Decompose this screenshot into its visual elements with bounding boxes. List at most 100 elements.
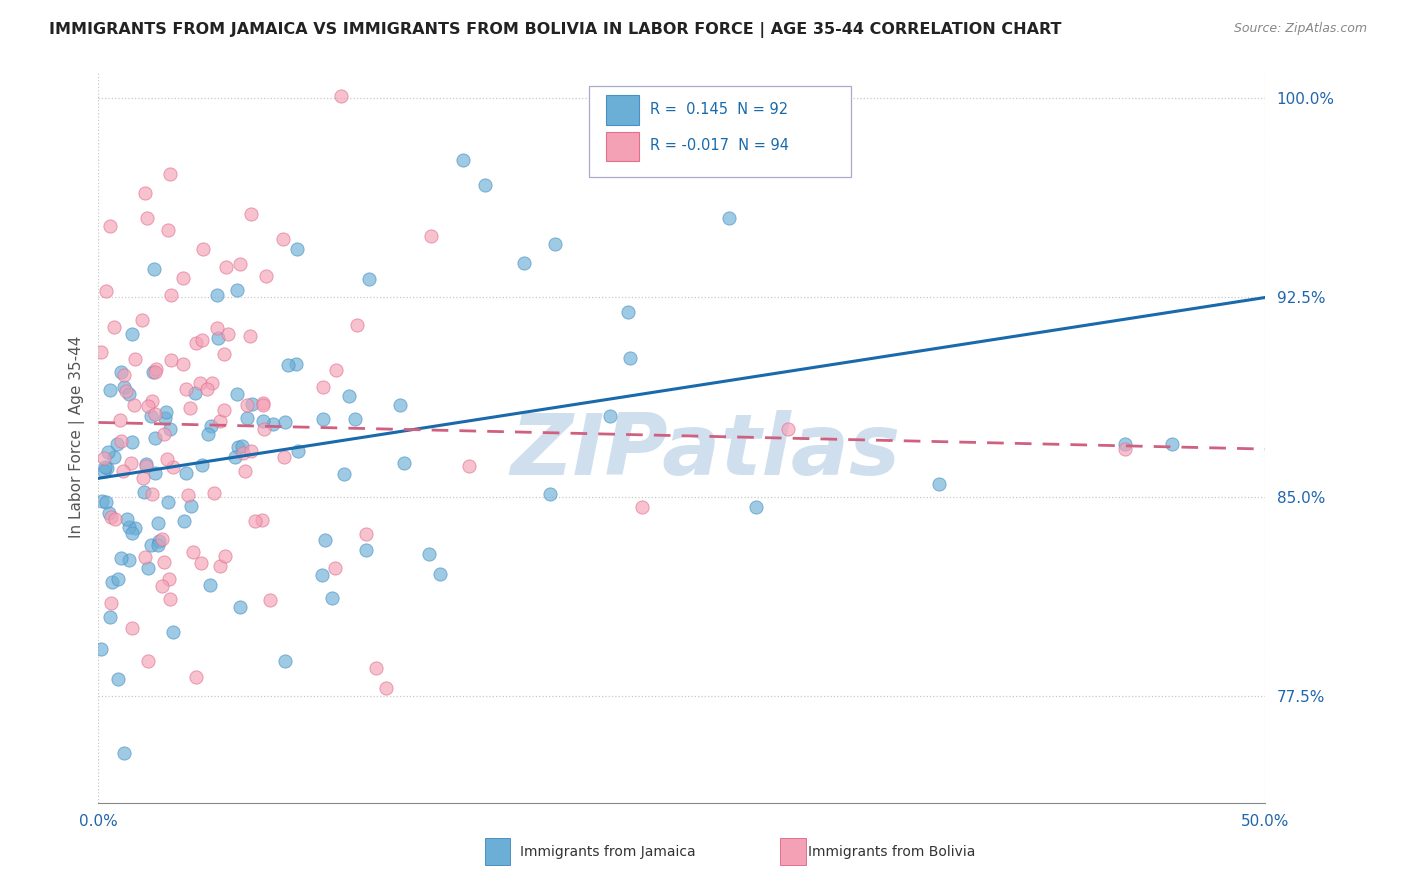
Point bbox=[191, 333, 214, 347]
Point bbox=[1114, 436, 1136, 450]
Point bbox=[513, 256, 536, 270]
Point bbox=[197, 426, 219, 441]
Point bbox=[745, 500, 768, 515]
Text: Source: ZipAtlas.com: Source: ZipAtlas.com bbox=[1233, 22, 1367, 36]
Point bbox=[143, 431, 166, 445]
Point bbox=[226, 284, 249, 298]
Point bbox=[253, 422, 276, 436]
Point bbox=[285, 242, 308, 256]
Point bbox=[242, 397, 264, 411]
Point bbox=[190, 557, 212, 571]
Point bbox=[181, 545, 204, 559]
Point bbox=[337, 389, 360, 403]
Point bbox=[173, 514, 195, 528]
Point bbox=[172, 270, 194, 285]
Point bbox=[271, 232, 294, 246]
Point bbox=[105, 437, 128, 451]
Point bbox=[928, 476, 950, 491]
Point bbox=[343, 412, 366, 426]
Point bbox=[143, 467, 166, 481]
Point bbox=[146, 516, 169, 530]
Point bbox=[120, 456, 142, 470]
Point bbox=[420, 228, 443, 243]
Point bbox=[110, 434, 132, 449]
Point bbox=[312, 379, 335, 393]
Point bbox=[159, 287, 181, 301]
Point bbox=[93, 464, 115, 478]
Text: R =  0.145  N = 92: R = 0.145 N = 92 bbox=[651, 102, 789, 117]
Point bbox=[135, 458, 157, 473]
Point bbox=[148, 534, 170, 549]
Point bbox=[617, 305, 640, 319]
Point bbox=[135, 457, 157, 471]
Point bbox=[150, 532, 173, 546]
Point bbox=[239, 329, 262, 343]
Point bbox=[121, 326, 143, 341]
Point bbox=[240, 443, 263, 458]
Point bbox=[321, 591, 343, 605]
Point bbox=[143, 407, 166, 421]
Point bbox=[152, 426, 174, 441]
Point bbox=[162, 624, 184, 639]
Point bbox=[180, 499, 202, 513]
Point bbox=[429, 567, 451, 582]
Point bbox=[451, 153, 474, 167]
FancyBboxPatch shape bbox=[589, 86, 851, 178]
Point bbox=[131, 313, 153, 327]
Point bbox=[90, 642, 112, 657]
Point bbox=[103, 320, 125, 334]
Point bbox=[359, 272, 381, 286]
Point bbox=[392, 456, 415, 470]
Point bbox=[94, 459, 117, 474]
Point bbox=[150, 579, 173, 593]
Point bbox=[205, 321, 228, 335]
Point bbox=[235, 398, 257, 412]
Point bbox=[156, 495, 179, 509]
Point bbox=[136, 400, 159, 414]
Point bbox=[631, 500, 654, 514]
Point bbox=[141, 393, 163, 408]
Point bbox=[259, 593, 281, 607]
Point bbox=[160, 353, 183, 368]
Point bbox=[202, 486, 225, 500]
Point bbox=[118, 552, 141, 566]
Point bbox=[107, 572, 129, 586]
Point bbox=[93, 450, 115, 465]
Point bbox=[100, 596, 122, 610]
Point bbox=[354, 526, 377, 541]
Point bbox=[191, 242, 214, 256]
Point bbox=[252, 398, 274, 412]
Text: R = -0.017  N = 94: R = -0.017 N = 94 bbox=[651, 138, 789, 153]
Point bbox=[142, 365, 165, 379]
Point bbox=[96, 460, 118, 475]
Point bbox=[273, 415, 295, 429]
Point bbox=[159, 422, 181, 436]
Point bbox=[132, 471, 155, 485]
Point bbox=[418, 547, 440, 561]
Point bbox=[225, 387, 247, 401]
Point bbox=[215, 260, 238, 274]
Point bbox=[132, 484, 155, 499]
Point bbox=[90, 344, 112, 359]
Point bbox=[103, 450, 125, 465]
Point bbox=[90, 494, 112, 508]
Point bbox=[285, 358, 308, 372]
Point bbox=[595, 161, 617, 175]
Point bbox=[366, 661, 388, 675]
Point bbox=[277, 358, 299, 372]
Text: IMMIGRANTS FROM JAMAICA VS IMMIGRANTS FROM BOLIVIA IN LABOR FORCE | AGE 35-44 CO: IMMIGRANTS FROM JAMAICA VS IMMIGRANTS FR… bbox=[49, 22, 1062, 38]
Point bbox=[138, 654, 160, 668]
Point bbox=[544, 236, 567, 251]
Point bbox=[374, 681, 396, 695]
Point bbox=[717, 211, 740, 225]
Point bbox=[107, 673, 129, 687]
Point bbox=[112, 368, 135, 382]
Point bbox=[184, 335, 207, 350]
Text: Immigrants from Jamaica: Immigrants from Jamaica bbox=[520, 845, 696, 859]
Point bbox=[110, 365, 132, 379]
Point bbox=[235, 411, 257, 425]
Point bbox=[457, 459, 479, 474]
Point bbox=[143, 365, 166, 379]
Point bbox=[312, 412, 335, 426]
Point bbox=[325, 362, 347, 376]
